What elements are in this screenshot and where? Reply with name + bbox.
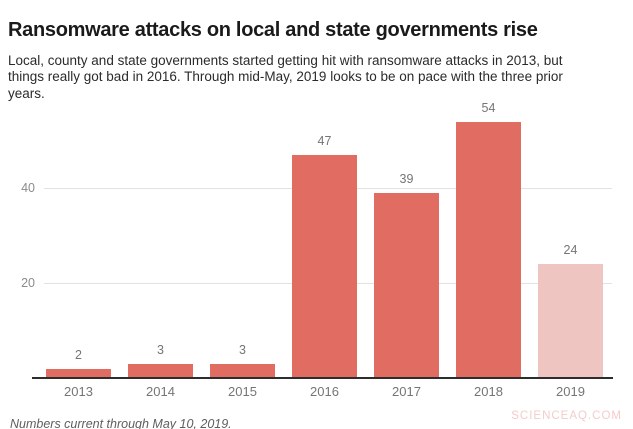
x-tick-label: 2015 bbox=[228, 384, 257, 399]
watermark: SCIENCEAQ.COM bbox=[511, 410, 622, 422]
bar-2017 bbox=[374, 192, 439, 378]
bar-value-label: 2 bbox=[75, 347, 82, 362]
chart-title: Ransomware attacks on local and state go… bbox=[8, 19, 538, 42]
y-tick-label: 40 bbox=[21, 181, 35, 195]
x-tick-label: 2018 bbox=[474, 384, 503, 399]
bar-2014 bbox=[128, 363, 193, 378]
bar-value-label: 39 bbox=[399, 171, 414, 186]
x-tick-label: 2017 bbox=[392, 384, 421, 399]
bar-2015 bbox=[210, 363, 275, 378]
bar-2013 bbox=[46, 368, 111, 378]
bar-value-label: 47 bbox=[317, 133, 332, 148]
bar-value-label: 24 bbox=[563, 243, 578, 257]
bar-2019 bbox=[538, 264, 603, 378]
y-tick-label: 20 bbox=[21, 276, 35, 290]
x-tick-label: 2016 bbox=[310, 384, 339, 399]
x-axis-line bbox=[32, 377, 613, 379]
bar-2016 bbox=[292, 154, 357, 378]
footer-note: Numbers current through May 10, 2019. bbox=[10, 416, 232, 429]
chart-subtitle: Local, county and state governments star… bbox=[8, 52, 563, 101]
bar-2018 bbox=[456, 121, 521, 378]
bar-value-label: 3 bbox=[239, 342, 246, 357]
x-tick-label: 2019 bbox=[556, 384, 585, 399]
bar-value-label: 3 bbox=[157, 342, 164, 357]
x-tick-label: 2014 bbox=[146, 384, 175, 399]
bar-value-label: 54 bbox=[481, 100, 496, 115]
x-tick-label: 2013 bbox=[64, 384, 93, 399]
